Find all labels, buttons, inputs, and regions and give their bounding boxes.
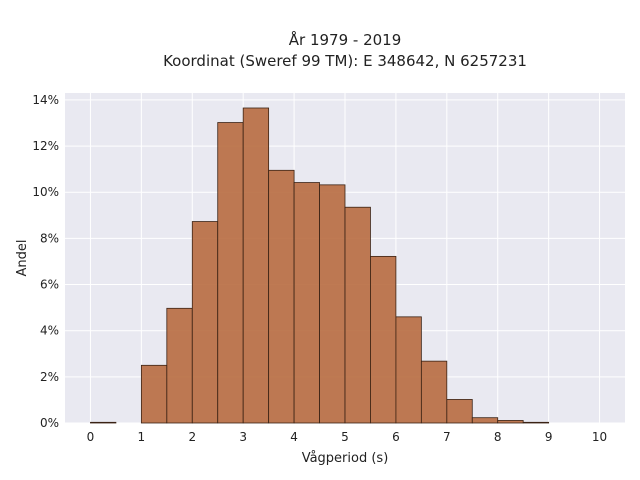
x-tick-label-10: 10 [592,430,607,444]
histogram-bar-10 [370,255,397,424]
chart-title-line1: År 1979 - 2019 [289,30,402,49]
y-tick-label-7: 14% [32,93,59,107]
histogram-bar-12 [420,360,448,424]
y-tick-labels: 0% 2% 4% 6% 8% 10% 12% 14% [32,93,59,430]
y-tick-label-1: 2% [40,370,59,384]
x-tick-label-1: 1 [138,430,146,444]
y-tick-label-2: 4% [40,324,59,338]
histogram-bar-9 [344,206,371,424]
histogram-bar-0 [90,421,117,424]
histogram-bar-8 [319,184,346,424]
y-tick-label-0: 0% [40,416,59,430]
histogram-bar-14 [471,417,499,424]
x-tick-label-4: 4 [290,430,298,444]
chart-title-line2: Koordinat (Sweref 99 TM): E 348642, N 62… [163,52,527,70]
histogram-bar-4 [217,122,244,424]
y-tick-label-5: 10% [32,185,59,199]
histogram-bar-1 [140,364,168,424]
x-axis-label: Vågperiod (s) [302,451,389,466]
y-tick-label-6: 12% [32,139,59,153]
histogram-bar-3 [191,221,219,424]
histogram-bar-16 [522,421,550,424]
x-tick-label-3: 3 [239,430,247,444]
histogram-bar-6 [268,169,295,424]
histogram-bar-13 [446,399,473,424]
histogram-bar-2 [166,307,193,424]
histogram-bar-15 [497,420,524,424]
histogram-bar-5 [242,107,270,424]
x-tick-label-2: 2 [188,430,196,444]
y-tick-label-4: 8% [40,231,59,245]
y-tick-label-3: 6% [40,278,59,292]
x-tick-labels: 0 1 2 3 4 5 6 7 8 9 10 [87,430,608,444]
histogram-bar-7 [293,182,320,424]
x-tick-label-6: 6 [392,430,400,444]
x-tick-label-0: 0 [87,430,95,444]
x-tick-label-8: 8 [494,430,502,444]
x-tick-label-9: 9 [545,430,553,444]
x-tick-label-7: 7 [443,430,451,444]
histogram-bars [90,107,550,424]
x-tick-label-5: 5 [341,430,349,444]
y-axis-label: Andel [15,240,30,277]
histogram-bar-11 [395,316,422,424]
